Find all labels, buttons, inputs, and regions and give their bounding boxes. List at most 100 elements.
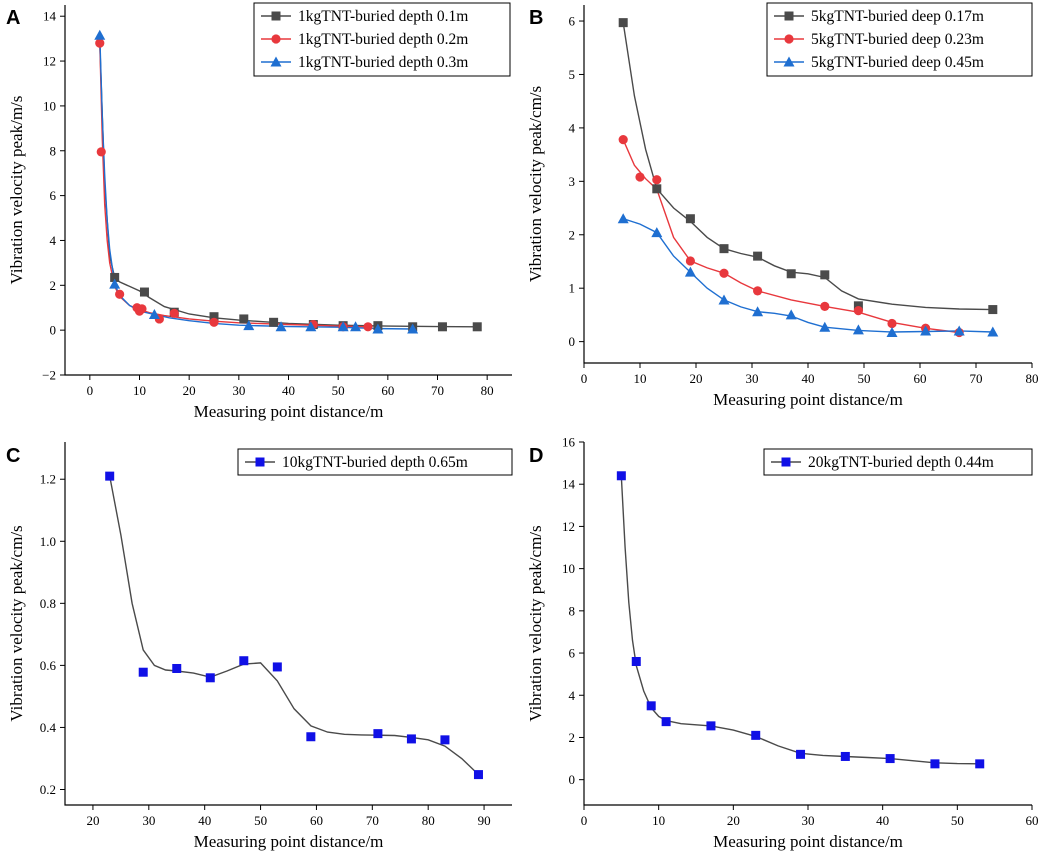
data-point: [209, 312, 219, 322]
x-tick-label: 70: [431, 383, 444, 398]
y-tick-label: 5: [569, 67, 576, 82]
data-point: [853, 301, 863, 311]
legend-label: 5kgTNT-buried deep 0.45m: [811, 54, 984, 71]
data-point: [635, 172, 645, 182]
data-point: [719, 268, 729, 278]
data-point: [930, 759, 940, 769]
data-point: [785, 309, 797, 320]
y-tick-label: 1.2: [40, 472, 56, 487]
data-point: [473, 770, 483, 780]
x-tick-label: 50: [254, 813, 267, 828]
legend-marker: [271, 34, 281, 44]
x-tick-label: 30: [232, 383, 245, 398]
y-tick-label: 4: [569, 688, 576, 703]
y-tick-label: 8: [569, 603, 576, 618]
data-point: [706, 721, 716, 731]
legend-label: 10kgTNT-buried depth 0.65m: [282, 454, 468, 471]
x-tick-label: 0: [581, 371, 588, 386]
panel-d-chart: D 0 10 20 30 40 50 60 0 2 4 6 8 10 12 14 16 Measuring poi…: [526, 435, 1039, 852]
legend-box: [763, 448, 1033, 476]
data-point: [753, 286, 763, 296]
y-tick-label: 2: [50, 278, 57, 293]
legend-marker: [270, 56, 282, 67]
data-point: [820, 301, 830, 311]
y-tick-label: 12: [43, 54, 56, 69]
panel-letter-d: D: [529, 445, 543, 467]
data-point: [350, 321, 362, 332]
x-axis-title: Measuring point distance/m: [713, 390, 903, 409]
data-point: [988, 305, 998, 315]
data-point: [305, 321, 317, 332]
panel-c-chart: C 20 30 40 50 60 70 80 90 0.2 0.4 0.6 0.8 1.0 1.2 Measu…: [6, 442, 513, 851]
y-axis-title: Vibration velocity peak/cm/s: [7, 525, 26, 721]
data-point: [172, 663, 182, 673]
data-point: [616, 471, 626, 481]
data-point: [115, 289, 125, 299]
y-tick-label: 1.0: [40, 534, 56, 549]
data-point: [953, 325, 965, 336]
data-point: [269, 317, 279, 327]
data-point: [239, 656, 249, 666]
data-point: [406, 734, 416, 744]
x-tick-label: 30: [142, 813, 155, 828]
data-point: [651, 227, 663, 238]
series-line: [622, 218, 993, 333]
panel-letter-a: A: [6, 7, 20, 29]
data-point: [796, 749, 806, 759]
data-point: [885, 754, 895, 764]
data-point: [239, 314, 249, 324]
legend-label: 5kgTNT-buried deep 0.17m: [811, 8, 984, 25]
x-tick-label: 50: [858, 371, 871, 386]
series-line: [99, 43, 369, 328]
data-point: [617, 213, 629, 224]
x-tick-label: 20: [86, 813, 99, 828]
series-line: [99, 43, 478, 328]
data-point: [363, 322, 373, 332]
series-line: [109, 475, 479, 776]
data-point: [96, 147, 106, 157]
x-tick-label: 40: [282, 383, 295, 398]
data-point: [652, 175, 662, 185]
x-tick-label: 80: [422, 813, 435, 828]
legend-label: 20kgTNT-buried depth 0.44m: [808, 454, 994, 471]
y-tick-label: 14: [562, 477, 576, 492]
x-axis-title: Measuring point distance/m: [713, 832, 903, 851]
data-point: [139, 287, 149, 297]
y-tick-label: 10: [43, 98, 56, 113]
legend-box: [237, 448, 513, 476]
data-point: [243, 320, 255, 331]
x-tick-label: 60: [914, 371, 927, 386]
series-line: [620, 475, 980, 765]
data-point: [437, 322, 447, 332]
legend-marker: [255, 457, 265, 467]
x-tick-label: 60: [1026, 813, 1039, 828]
x-tick-label: 30: [802, 813, 815, 828]
x-tick-label: 80: [481, 383, 494, 398]
legend-marker: [271, 11, 281, 21]
x-tick-label: 40: [198, 813, 211, 828]
data-point: [685, 214, 695, 224]
y-tick-label: 0: [569, 772, 576, 787]
series-line: [622, 139, 960, 334]
data-point: [718, 294, 730, 305]
data-point: [110, 272, 120, 282]
y-tick-label: 0.6: [40, 658, 57, 673]
data-point: [920, 325, 932, 336]
x-tick-label: 70: [366, 813, 379, 828]
x-tick-label: 60: [381, 383, 394, 398]
data-point: [786, 269, 796, 279]
data-point: [975, 759, 985, 769]
x-tick-label: 70: [970, 371, 983, 386]
panel-a-chart: A 0 10 20 30 40 50 60 70 80 −2 0 2 4 6 8 10 12 14 Measuring…: [6, 2, 512, 421]
x-tick-label: 40: [802, 371, 815, 386]
legend-marker: [781, 457, 791, 467]
data-point: [95, 38, 105, 48]
legend-box: [766, 2, 1033, 77]
y-tick-label: 0.2: [40, 782, 56, 797]
data-point: [618, 135, 628, 145]
legend-label: 1kgTNT-buried depth 0.3m: [298, 54, 468, 71]
y-tick-label: 2: [569, 227, 576, 242]
data-point: [94, 29, 106, 40]
x-tick-label: 50: [951, 813, 964, 828]
